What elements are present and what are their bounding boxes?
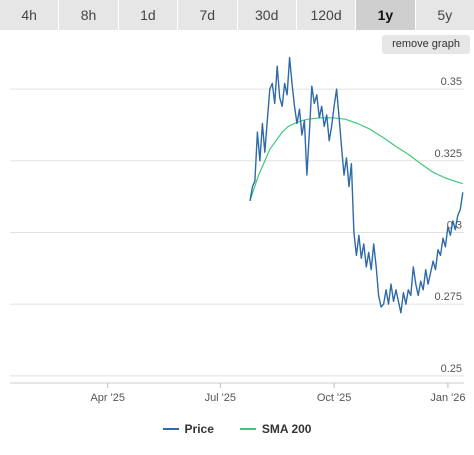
price-series-line: [249, 56, 464, 314]
sma-200-series-line: [249, 117, 463, 202]
tab-120d[interactable]: 120d: [296, 0, 357, 30]
y-tick-label-0: 0.35: [441, 76, 462, 88]
tab-1y[interactable]: 1y: [356, 0, 416, 30]
tab-8h[interactable]: 8h: [59, 0, 119, 30]
y-tick-label-3: 0.275: [434, 291, 462, 303]
y-tick-label-1: 0.325: [434, 148, 462, 160]
tab-5y[interactable]: 5y: [415, 0, 474, 30]
chart-legend: Price SMA 200: [0, 420, 474, 438]
legend-label-price: Price: [184, 422, 214, 436]
legend-swatch-sma: [239, 428, 256, 430]
legend-item-sma[interactable]: SMA 200: [239, 420, 312, 438]
x-tick-label-2: Oct '25: [317, 392, 352, 404]
tab-30d[interactable]: 30d: [237, 0, 297, 30]
time-range-tabs: 4h 8h 1d 7d 30d 120d 1y 5y: [0, 0, 474, 30]
x-tick-label-3: Jan '26: [430, 392, 465, 404]
legend-label-sma: SMA 200: [261, 422, 312, 436]
x-tick-label-0: Apr '25: [90, 392, 125, 404]
y-tick-label-4: 0.25: [441, 363, 462, 375]
tab-4h[interactable]: 4h: [0, 0, 60, 30]
tab-1d[interactable]: 1d: [118, 0, 179, 30]
legend-swatch-price: [162, 428, 179, 430]
remove-graph-button[interactable]: remove graph: [382, 35, 470, 54]
tab-7d[interactable]: 7d: [178, 0, 238, 30]
legend-item-price[interactable]: Price: [162, 420, 214, 438]
x-tick-label-1: Jul '25: [205, 392, 236, 404]
